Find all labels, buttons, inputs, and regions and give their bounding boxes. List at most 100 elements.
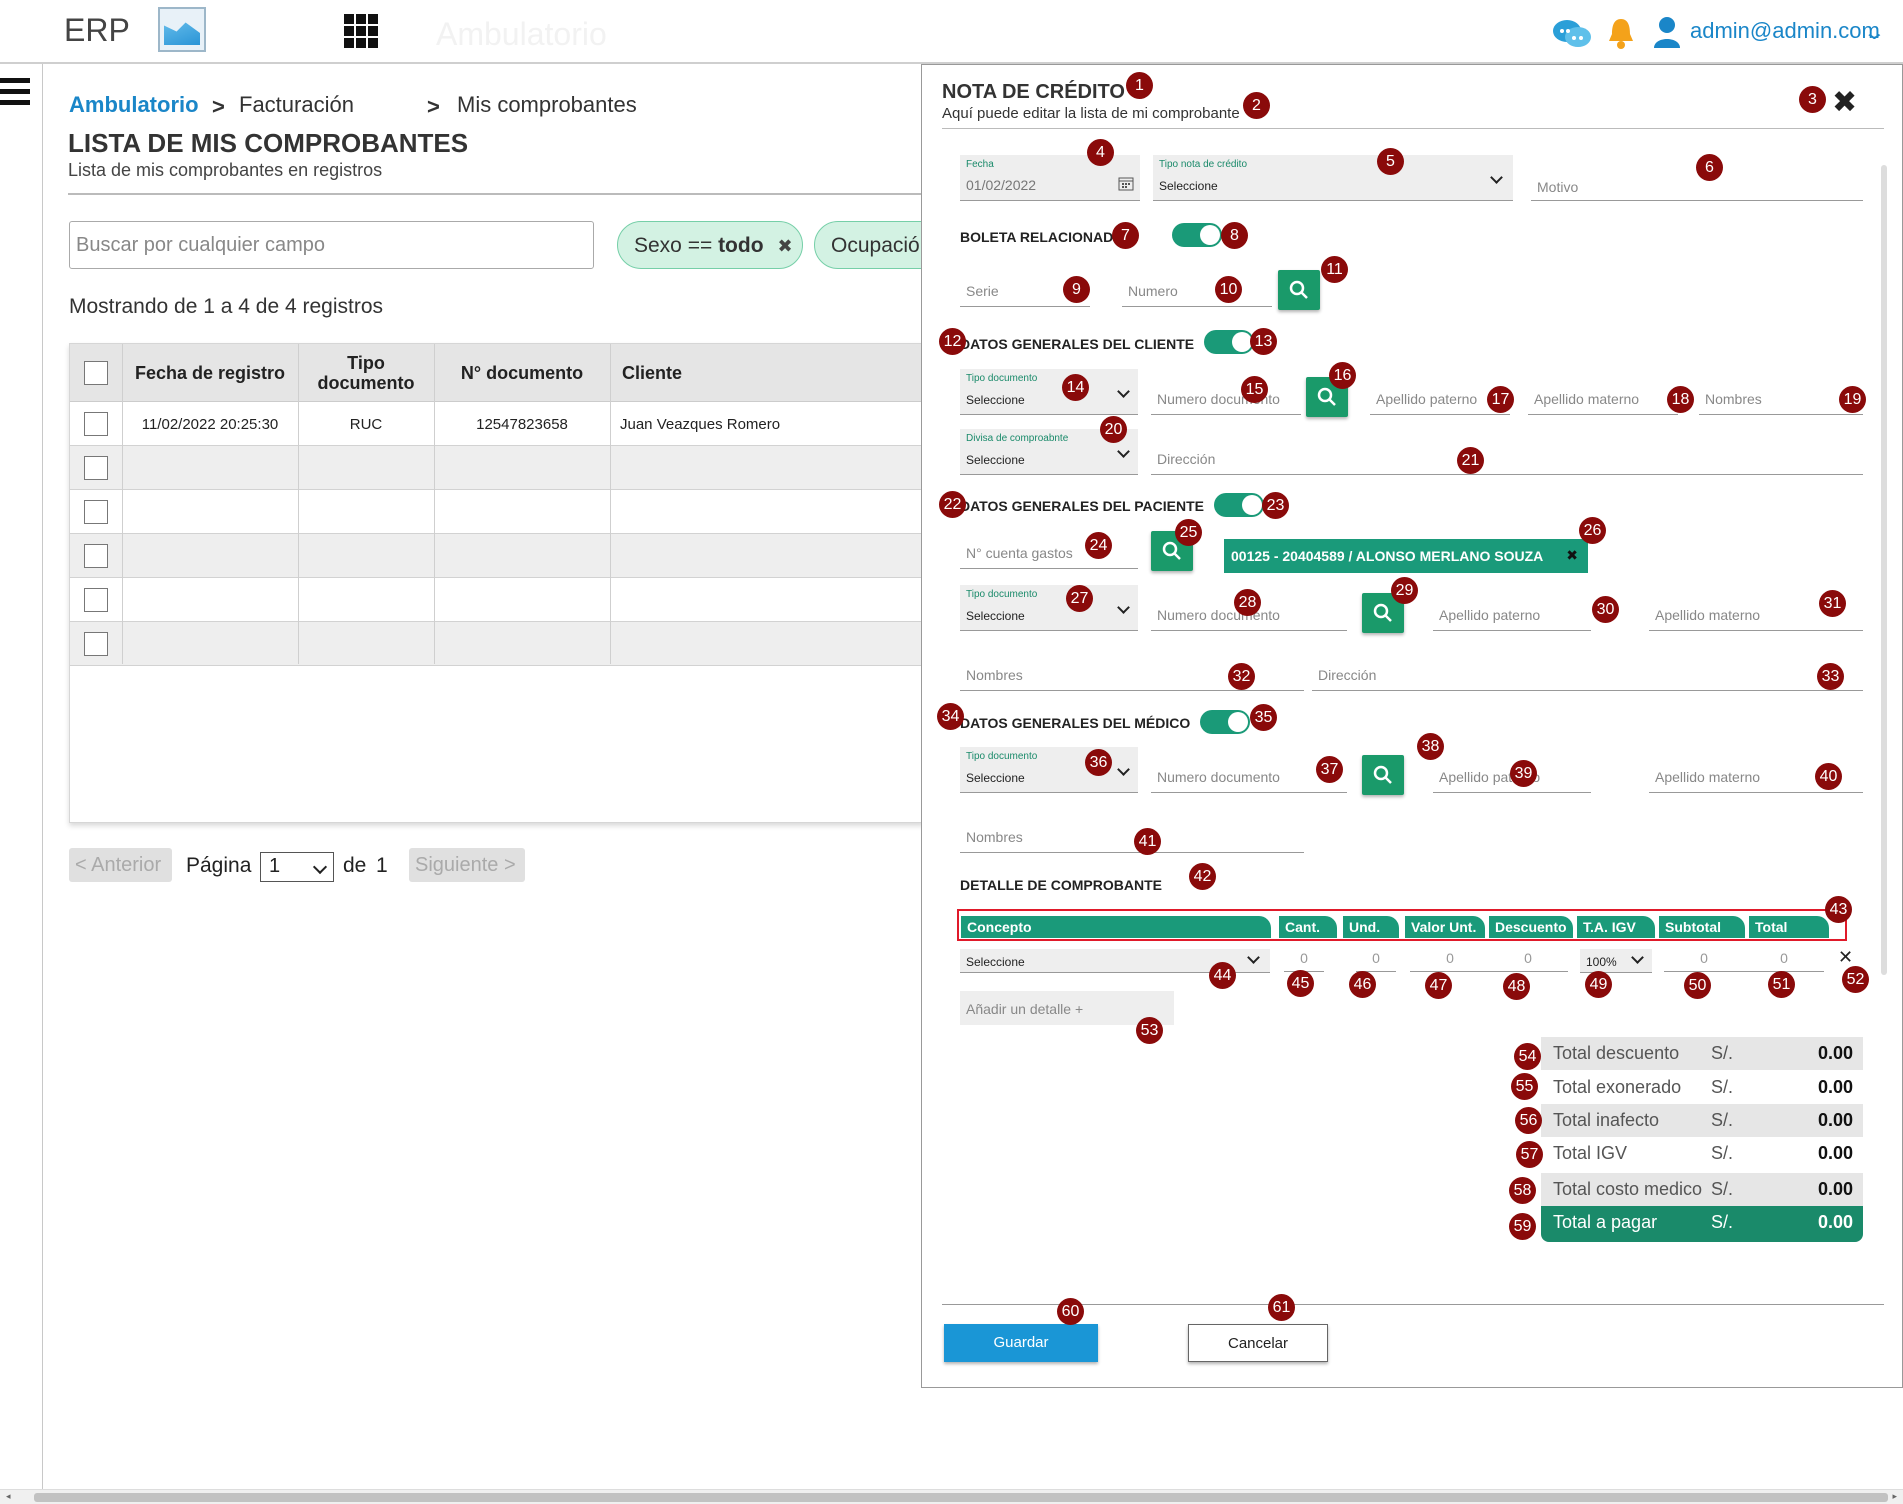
page-select[interactable]: 1 [260,852,334,882]
annotation-badge: 39 [1510,760,1537,787]
table-row[interactable] [70,490,923,534]
paciente-direccion-input[interactable]: Dirección [1312,655,1863,691]
filter-label: Ocupación [831,234,924,257]
row-checkbox[interactable] [84,588,108,612]
igv-select[interactable]: 100% [1580,949,1652,973]
breadcrumb-root[interactable]: Ambulatorio [69,92,199,117]
medico-toggle[interactable] [1200,710,1250,734]
annotation-badge: 6 [1696,154,1723,181]
cancel-button[interactable]: Cancelar [1188,1324,1328,1362]
medico-numero-doc-input[interactable]: Numero documento [1151,757,1347,793]
valor-input[interactable]: 0 [1410,950,1490,972]
total-igv-row: Total IGV S/. 0.00 [1553,1143,1853,1163]
search-medico-button[interactable] [1362,755,1404,795]
save-button[interactable]: Guardar [944,1324,1098,1362]
cell-numero: 12547823658 [476,415,568,433]
table-row[interactable] [70,622,923,666]
search-icon [1373,765,1392,784]
annotation-badge: 45 [1287,970,1314,997]
user-name[interactable]: admin@admin.com [1690,18,1880,43]
page-subtitle: Lista de mis comprobantes en registros [68,160,383,180]
annotation-badge: 1 [1126,72,1153,99]
annotation-badge: 16 [1329,362,1356,389]
page-label: Página [186,854,252,877]
fecha-field[interactable]: Fecha 01/02/2022 [960,155,1140,201]
cuenta-gastos-input[interactable]: N° cuenta gastos [960,533,1138,569]
close-icon[interactable]: ✖ [777,236,793,256]
column-header[interactable]: Tipo documento [317,353,415,393]
medico-tipo-doc-select[interactable]: Tipo documento Seleccione [960,747,1138,793]
section-medico: DATOS GENERALES DEL MÉDICO [960,715,1191,731]
cliente-numero-doc-input[interactable]: Numero documento [1151,379,1301,415]
annotation-badge: 44 [1209,962,1236,989]
paciente-apellido-materno-input[interactable]: Apellido materno [1649,595,1863,631]
cant-input[interactable]: 0 [1284,950,1324,972]
table-row[interactable] [70,534,923,578]
remove-row-icon[interactable]: ✕ [1838,947,1854,967]
horizontal-scrollbar[interactable]: ◂ ▸ [0,1489,1903,1504]
row-checkbox[interactable] [84,632,108,656]
tipo-nota-select[interactable]: Tipo nota de crédito Seleccione [1153,155,1513,201]
annotation-badge: 21 [1457,447,1484,474]
paciente-tipo-doc-select[interactable]: Tipo documento Seleccione [960,585,1138,631]
annotation-badge: 56 [1515,1107,1542,1134]
paciente-apellido-paterno-input[interactable]: Apellido paterno [1433,595,1591,631]
add-detail-button[interactable]: Añadir un detalle + [960,991,1174,1025]
close-icon[interactable]: ✖ [1832,86,1858,119]
column-header[interactable]: Cliente [622,363,683,383]
filter-chip-ocupacion[interactable]: Ocupación [814,221,924,269]
chat-icon[interactable] [1552,18,1592,50]
table-row[interactable]: 11/02/2022 20:25:30 RUC 12547823658 Juan… [70,402,923,446]
descuento-input[interactable]: 0 [1488,950,1568,972]
column-header[interactable]: Fecha de registro [134,363,286,383]
paciente-toggle[interactable] [1214,493,1264,517]
medico-apellido-materno-input[interactable]: Apellido materno [1649,757,1863,793]
filter-chip-sexo[interactable]: Sexo == todo ✖ [617,221,803,269]
scroll-thumb[interactable] [34,1493,1888,1502]
medico-nombres-input[interactable]: Nombres [960,817,1304,853]
total-input[interactable]: 0 [1744,950,1824,972]
user-icon[interactable] [1654,16,1680,48]
scroll-left-icon[interactable]: ◂ [6,1491,11,1501]
prev-page-button[interactable]: < Anterior [69,848,172,882]
search-boleta-button[interactable] [1278,270,1320,310]
annotation-badge: 28 [1234,589,1261,616]
column-header[interactable]: N° documento [460,363,584,383]
motivo-input[interactable]: Motivo [1531,167,1863,201]
row-checkbox[interactable] [84,456,108,480]
cliente-apellido-paterno-input[interactable]: Apellido paterno [1370,379,1510,415]
cliente-apellido-materno-input[interactable]: Apellido materno [1528,379,1678,415]
cliente-direccion-input[interactable]: Dirección [1151,439,1863,475]
cliente-tipo-doc-select[interactable]: Tipo documento Seleccione [960,369,1138,415]
annotation-badge: 5 [1377,148,1404,175]
search-input[interactable]: Buscar por cualquier campo [69,221,594,269]
bell-icon[interactable] [1607,16,1635,50]
serie-input[interactable]: Serie [960,271,1090,307]
scroll-right-icon[interactable]: ▸ [1892,1491,1897,1501]
cliente-nombres-input[interactable]: Nombres [1699,379,1863,415]
annotation-badge: 35 [1250,704,1277,731]
close-icon[interactable]: ✖ [1566,547,1578,563]
scrollbar[interactable] [1881,165,1887,975]
select-all-checkbox[interactable] [84,361,108,385]
chevron-down-icon[interactable]: ⌄ [1862,22,1887,44]
numero-input[interactable]: Numero [1122,271,1272,307]
boleta-toggle[interactable] [1172,223,1222,247]
table-row[interactable] [70,578,923,622]
detail-table-header: Concepto Cant. Und. Valor Unt. Descuento… [957,909,1847,941]
cliente-toggle[interactable] [1204,330,1254,354]
paciente-nombres-input[interactable]: Nombres [960,655,1304,691]
subtotal-input[interactable]: 0 [1664,950,1744,972]
und-input[interactable]: 0 [1356,950,1396,972]
annotation-badge: 10 [1215,276,1242,303]
hamburger-menu-icon[interactable] [0,78,30,108]
apps-grid-icon[interactable] [344,14,378,48]
breadcrumb-level1[interactable]: Facturación [239,92,354,117]
table-row[interactable] [70,446,923,490]
calendar-icon[interactable] [1118,175,1134,191]
next-page-button[interactable]: Siguiente > [409,848,525,882]
row-checkbox[interactable] [84,544,108,568]
row-checkbox[interactable] [84,412,108,436]
annotation-badge: 8 [1221,222,1248,249]
row-checkbox[interactable] [84,500,108,524]
